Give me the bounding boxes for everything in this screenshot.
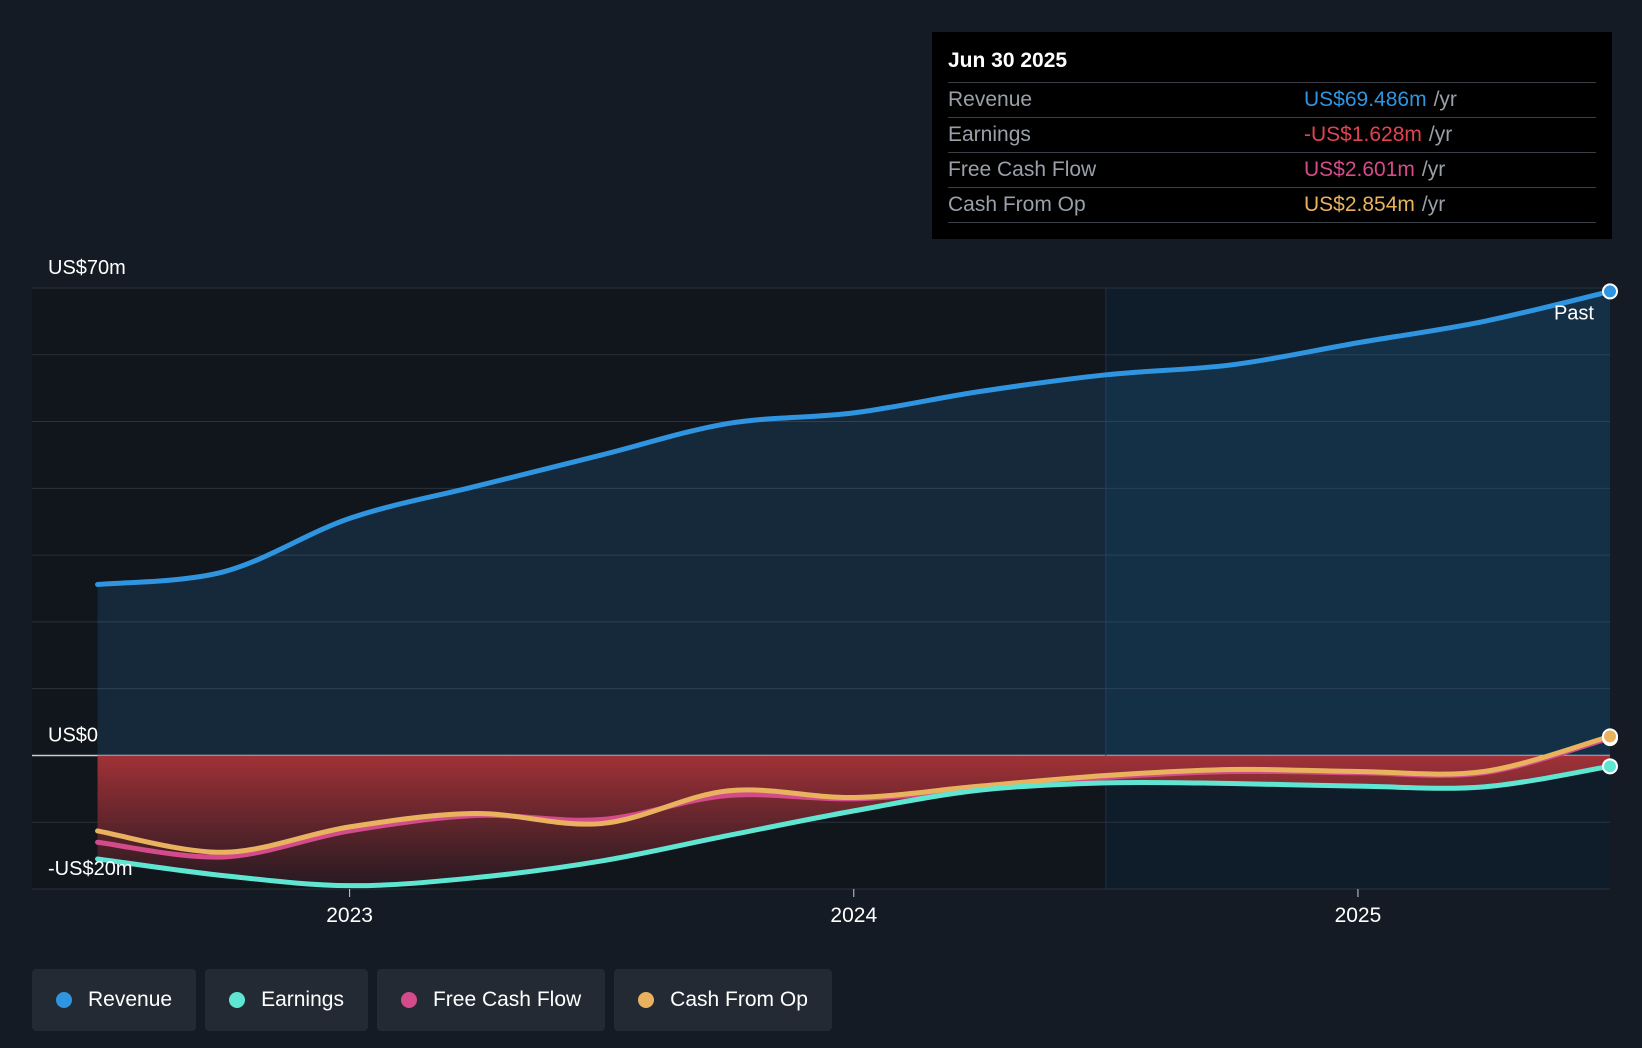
tooltip-row-cash-from-op: Cash From Op US$2.854m /yr (948, 188, 1596, 223)
tooltip-unit: /yr (1428, 123, 1453, 146)
earnings-dot-icon (229, 992, 246, 1008)
legend-label: Free Cash Flow (432, 988, 582, 1011)
cash-from-op-line (95, 733, 1613, 855)
tooltip-unit: /yr (1421, 193, 1446, 216)
past-label: Past (1554, 302, 1594, 324)
tooltip-row-revenue: Revenue US$69.486m /yr (948, 83, 1596, 118)
data-tooltip: Jun 30 2025 Revenue US$69.486m /yr Earni… (932, 32, 1612, 239)
y-tick-label: US$70m (48, 257, 126, 279)
tooltip-row-free-cash-flow: Free Cash Flow US$2.601m /yr (948, 153, 1596, 188)
x-tick-label: 2025 (1335, 904, 1382, 927)
y-tick-label: -US$20m (48, 858, 132, 880)
x-tick-label: 2023 (326, 904, 373, 927)
tooltip-value: US$2.854m (1304, 193, 1415, 216)
revenue-line (95, 288, 1613, 587)
legend-label: Cash From Op (670, 988, 808, 1011)
tooltip-label: Cash From Op (948, 193, 1086, 216)
legend: Revenue Earnings Free Cash Flow Cash Fro… (32, 969, 832, 1031)
legend-item-earnings[interactable]: Earnings (205, 969, 368, 1031)
legend-item-cash-from-op[interactable]: Cash From Op (614, 969, 832, 1031)
tooltip-value: -US$1.628m (1304, 123, 1422, 146)
series-areas (97, 291, 1611, 886)
tooltip-unit: /yr (1433, 88, 1457, 111)
legend-item-free-cash-flow[interactable]: Free Cash Flow (376, 969, 606, 1031)
legend-item-revenue[interactable]: Revenue (32, 969, 197, 1031)
cash-from-op-end-dot (1602, 728, 1618, 745)
plot-background-recent (1106, 288, 1610, 889)
series-lines (95, 288, 1613, 889)
y-tick-label: US$0 (48, 724, 98, 746)
negative-area (97, 755, 1611, 886)
series-endpoints (1602, 283, 1618, 775)
tooltip-label: Free Cash Flow (948, 158, 1097, 181)
tooltip-unit: /yr (1421, 158, 1446, 181)
tooltip-label: Revenue (948, 88, 1033, 111)
legend-label: Earnings (261, 988, 344, 1011)
tooltip-label: Earnings (948, 123, 1031, 146)
earnings-end-dot (1602, 758, 1618, 775)
cash-from-op-dot-icon (638, 992, 655, 1008)
revenue-end-dot (1602, 283, 1618, 300)
tooltip-row-earnings: Earnings -US$1.628m /yr (948, 118, 1596, 153)
tooltip-value: US$2.601m (1304, 158, 1415, 181)
axis-ticks: US$70m US$0 -US$20m 2023 2024 2025 Past (48, 257, 1594, 927)
legend-label: Revenue (88, 988, 173, 1011)
earnings-line (95, 763, 1613, 889)
tooltip-value: US$69.486m (1304, 88, 1427, 111)
x-tick-label: 2024 (830, 904, 877, 927)
revenue-dot-icon (56, 992, 72, 1008)
revenue-area (97, 291, 1610, 755)
tooltip-date: Jun 30 2025 (948, 46, 1596, 83)
free-cash-flow-dot-icon (400, 992, 417, 1008)
